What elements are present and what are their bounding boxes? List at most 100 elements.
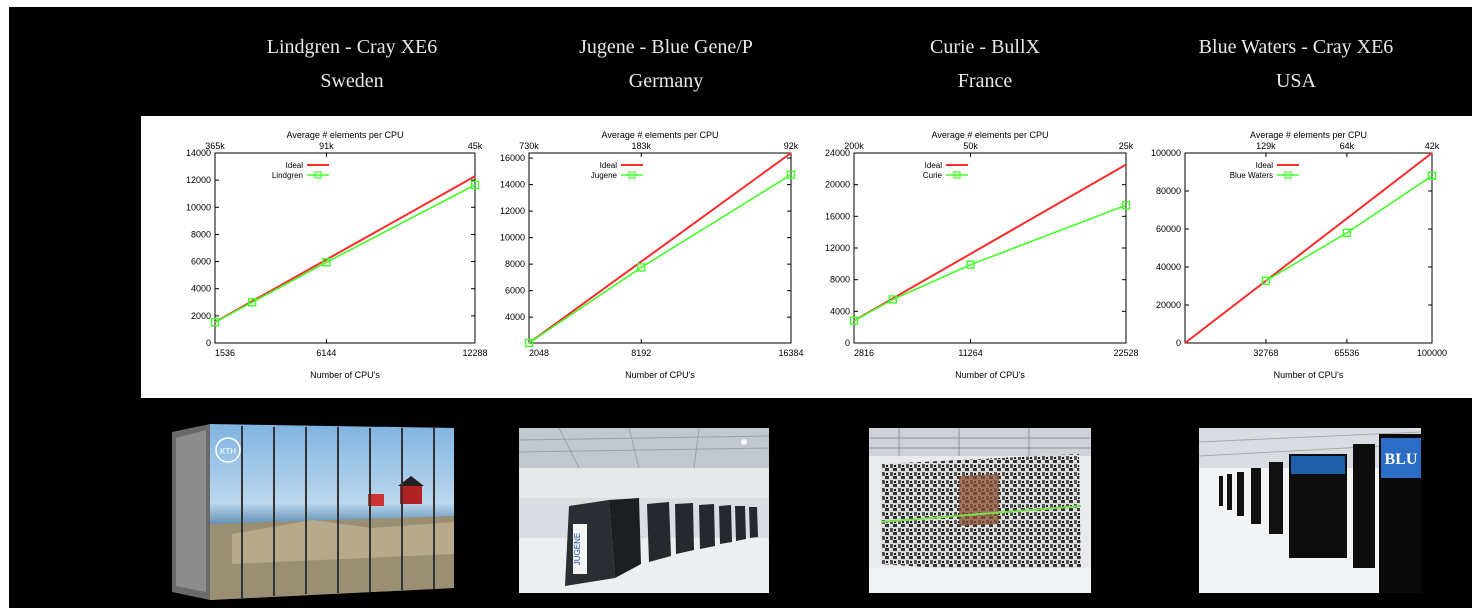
measured-data-point	[247, 298, 257, 307]
legend-label: Ideal	[286, 161, 304, 170]
x-axis-label: Number of CPU's	[1274, 370, 1344, 380]
system-name: Jugene - Blue Gene/P	[579, 36, 753, 58]
y-tick-label: 12000	[186, 175, 211, 185]
legend-label: Curie	[923, 171, 943, 180]
x-axis-label: Number of CPU's	[955, 370, 1025, 380]
y-tick-label: 80000	[1156, 186, 1181, 196]
x-axis-label: Number of CPU's	[625, 370, 695, 380]
measured-series-line	[1265, 175, 1433, 282]
y-tick-label: 16000	[500, 153, 525, 163]
measured-series-line	[853, 204, 1127, 322]
top-tick-label: 730k	[519, 141, 539, 151]
x-tick-label: 12288	[462, 348, 487, 358]
measured-data-point	[322, 258, 331, 267]
y-tick-label: 14000	[186, 148, 211, 158]
y-tick-label: 2000	[191, 311, 211, 321]
chart-title: Average # elements per CPU	[602, 130, 719, 140]
legend-label: Blue Waters	[1230, 171, 1273, 180]
top-tick-label: 200k	[844, 141, 864, 151]
system-name: Lindgren - Cray XE6	[266, 36, 438, 58]
svg-text:KTH: KTH	[220, 447, 236, 456]
measured-data-point	[210, 317, 220, 327]
y-tick-label: 4000	[830, 306, 850, 316]
top-tick-label: 50k	[963, 141, 978, 151]
measured-data-point	[849, 316, 859, 325]
legend-label: Ideal	[1256, 161, 1274, 170]
x-tick-label: 6144	[316, 348, 336, 358]
system-country: Sweden	[320, 70, 384, 92]
bullx-racks-photo	[869, 428, 1091, 593]
y-tick-label: 8000	[191, 229, 211, 239]
system-country: Germany	[628, 70, 704, 92]
ideal-series-line	[214, 175, 476, 324]
measured-data-point	[888, 295, 898, 304]
measured-data-point	[637, 263, 646, 272]
y-tick-label: 8000	[830, 275, 850, 285]
y-tick-label: 12000	[500, 206, 525, 216]
legend-swatch-marker	[1284, 171, 1292, 179]
y-tick-label: 100000	[1151, 148, 1181, 158]
x-tick-label: 100000	[1417, 348, 1447, 358]
measured-data-point	[1261, 276, 1271, 285]
top-tick-label: 42k	[1425, 141, 1440, 151]
legend-swatch-marker	[953, 171, 961, 179]
y-tick-label: 0	[206, 338, 211, 348]
y-tick-label: 10000	[500, 233, 525, 243]
y-tick-label: 24000	[825, 148, 850, 158]
plot-frame	[1184, 152, 1433, 344]
system-country: France	[957, 70, 1013, 92]
chart-title: Average # elements per CPU	[1250, 130, 1367, 140]
measured-series-line	[214, 184, 476, 323]
measured-data-point	[470, 180, 480, 190]
y-tick-label: 4000	[191, 284, 211, 294]
y-tick-label: 20000	[1156, 300, 1181, 310]
x-tick-label: 8192	[631, 348, 651, 358]
scaling-chart-jugene: Average # elements per CPU 4000 6000 8000 10…	[500, 130, 804, 380]
measured-data-point	[524, 338, 534, 348]
x-tick-label: 65536	[1334, 348, 1359, 358]
jugene-sign: JUGENE	[573, 533, 582, 565]
top-tick-label: 64k	[1340, 141, 1355, 151]
ideal-series-line	[528, 152, 792, 344]
top-tick-label: 91k	[319, 141, 334, 151]
y-tick-label: 8000	[505, 259, 525, 269]
y-tick-label: 0	[845, 338, 850, 348]
y-tick-label: 6000	[505, 286, 525, 296]
top-tick-label: 129k	[1256, 141, 1276, 151]
top-tick-label: 25k	[1119, 141, 1134, 151]
y-tick-label: 10000	[186, 202, 211, 212]
top-tick-label: 92k	[784, 141, 799, 151]
y-tick-label: 40000	[1156, 262, 1181, 272]
plot-frame	[853, 152, 1127, 344]
x-tick-label: 1536	[215, 348, 235, 358]
scaling-chart-blue-waters: Average # elements per CPU 0 20000 40000 600…	[1151, 130, 1447, 380]
x-axis-label: Number of CPU's	[310, 370, 380, 380]
measured-data-point	[966, 260, 975, 269]
y-tick-label: 14000	[500, 180, 525, 190]
ideal-series-line	[853, 163, 1127, 322]
x-tick-label: 2816	[854, 348, 874, 358]
y-tick-label: 6000	[191, 257, 211, 267]
measured-data-point	[1427, 171, 1437, 180]
cray-xe6-cabinets-photo: KTH	[172, 424, 454, 600]
measured-data-point	[1342, 228, 1352, 238]
system-name: Curie - BullX	[930, 36, 1040, 58]
chart-title: Average # elements per CPU	[932, 130, 1049, 140]
system-country: USA	[1275, 70, 1316, 92]
plot-frame	[214, 152, 476, 344]
y-tick-label: 4000	[505, 312, 525, 322]
x-tick-label: 22528	[1113, 348, 1138, 358]
x-tick-label: 2048	[529, 348, 549, 358]
scaling-chart-curie: Average # elements per CPU 0 4000 8000 12000…	[825, 130, 1139, 380]
title-lindgren: Lindgren - Cray XE6 Sweden	[202, 30, 502, 98]
legend-swatch-marker	[628, 171, 636, 179]
measured-data-point	[1121, 201, 1131, 210]
title-blue-waters: Blue Waters - Cray XE6 USA	[1146, 30, 1446, 98]
blue-waters-hall-photo: BLU	[1199, 428, 1421, 593]
ideal-series-line	[1184, 152, 1433, 344]
y-tick-label: 0	[1176, 338, 1181, 348]
plot-frame	[528, 152, 792, 344]
y-tick-label: 20000	[825, 180, 850, 190]
legend-swatch-marker	[314, 171, 322, 179]
top-tick-label: 365k	[205, 141, 225, 151]
